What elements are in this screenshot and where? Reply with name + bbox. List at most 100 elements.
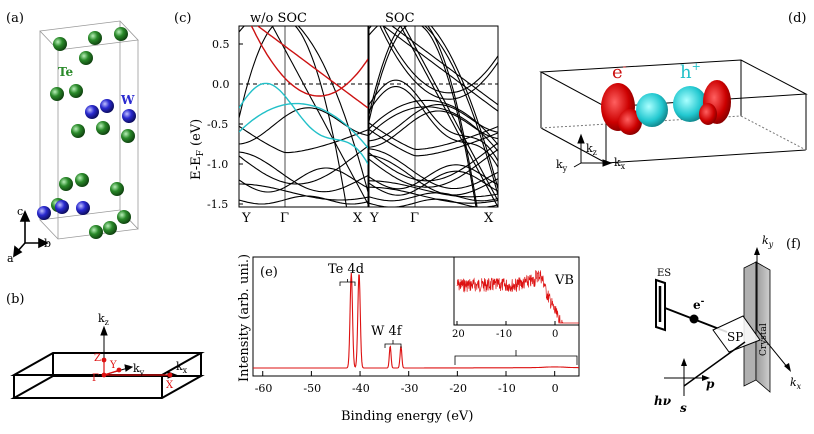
band-soc-b-3 (369, 154, 498, 196)
band-soc-a-5 (369, 180, 498, 198)
w-atom-8 (122, 109, 136, 123)
band-wo-soc-2 (239, 145, 368, 185)
ytick-neg1.0: -1.0 (207, 158, 228, 171)
exciton-box (539, 59, 808, 164)
band-wo-soc-3 (239, 151, 368, 193)
xtick-label-1: -50 (303, 382, 321, 395)
vb-bracket (454, 350, 578, 365)
te-atom-2 (114, 27, 128, 41)
kz-label: kz (98, 312, 109, 327)
band-wo-soc-5 (239, 183, 368, 201)
y-label: Y (109, 360, 117, 371)
band-soc-a-9 (403, 26, 498, 202)
xtick-left-gamma: Γ (280, 211, 289, 226)
te-atom-9 (71, 124, 85, 138)
f-ky-label: ky (762, 234, 774, 249)
d-kx-label: kx (614, 156, 626, 171)
w-atom-18 (76, 201, 90, 215)
w4f-bracket (384, 340, 402, 348)
panel-f-label: (f) (786, 237, 801, 252)
f-electron-label: e- (693, 297, 705, 312)
xtick-left-X: X (353, 211, 363, 226)
s-label: s (680, 401, 687, 415)
w-atom-16 (37, 206, 51, 220)
te-atom-1 (88, 31, 102, 45)
x-label: X (166, 380, 174, 391)
te-atom-14 (110, 182, 124, 196)
panel-b-label: (b) (6, 292, 24, 307)
z-label: Z (94, 353, 101, 364)
valence-band-left-1 (239, 102, 368, 149)
te-atom-4 (50, 87, 64, 101)
band-ylabel: E-EF (eV) (189, 119, 206, 180)
ky-label: ky (133, 362, 145, 377)
xtick-label-2: -40 (352, 382, 370, 395)
d-ky-label: ky (556, 158, 568, 173)
axis-c-label: c (17, 205, 23, 218)
vb-inset-ticks (456, 321, 556, 325)
band-soc-b-7 (369, 26, 477, 207)
band-soc-b-11 (369, 86, 498, 168)
hv-label: hν (654, 394, 672, 408)
band-soc-a-0 (369, 122, 498, 150)
title-soc: SOC (385, 11, 415, 26)
te-atom-21 (103, 221, 117, 235)
w-label: W (120, 93, 135, 107)
band-soc-b-9 (400, 26, 498, 207)
band-frame-right (368, 25, 499, 208)
band-soc-a-8 (369, 26, 498, 189)
te-atom-5 (69, 84, 83, 98)
electron-label: e- (612, 60, 627, 83)
te4d-label: Te 4d (328, 262, 364, 277)
vb-label: VB (554, 273, 574, 288)
te-atom-12 (59, 177, 73, 191)
es-label: ES (657, 268, 671, 279)
xtick-right-gamma: Γ (410, 211, 419, 226)
band-wo-soc-8 (239, 26, 368, 193)
panel-e-label: (e) (260, 265, 278, 280)
hole-label: h+ (680, 60, 701, 83)
spectrum-xticks (262, 371, 556, 376)
x-point (167, 372, 173, 378)
xtick-right-Y: Y (369, 211, 379, 226)
inset-tick-0: 0 (552, 329, 558, 340)
f-kx-axis (756, 329, 789, 369)
spectrum-xtick-labels: -60 -50 -40 -30 -20 -10 0 (255, 382, 559, 395)
d-kz-label: kz (586, 142, 597, 157)
band-soc-a-4 (369, 164, 498, 190)
title-wo-soc: w/o SOC (250, 11, 307, 26)
vb-inset-line (456, 270, 579, 324)
band-soc-a-10 (369, 99, 498, 146)
xtick-label-0: -60 (255, 382, 273, 395)
axis-a-label: a (7, 252, 14, 265)
electron-density-left (601, 83, 642, 135)
conduction-band-left (250, 26, 368, 97)
te4d-bracket (339, 279, 356, 286)
panel-d-label: (d) (788, 11, 806, 26)
te-atom-10 (96, 121, 110, 135)
lattice-axes (13, 210, 49, 258)
band-soc-a-2 (369, 142, 498, 182)
photon-beam (683, 341, 746, 387)
sp-label: SP (727, 330, 743, 344)
band-wo-soc-0 (239, 125, 368, 154)
band-soc-b-13 (382, 26, 498, 112)
xtick-label-4: -20 (449, 382, 467, 395)
xtick-label-3: -30 (401, 382, 419, 395)
te-atom-13 (75, 173, 89, 187)
y-point (116, 367, 122, 373)
spectrum-xlabel: Binding energy (eV) (341, 409, 473, 424)
band-wo-soc-7 (239, 26, 348, 207)
band-soc-a-3 (369, 148, 498, 190)
electron-dot (689, 314, 699, 324)
w-atom-6 (85, 105, 99, 119)
spectrum-line (253, 272, 579, 369)
band-soc-b-4 (369, 170, 498, 196)
ytick-neg1.5: -1.5 (207, 198, 228, 211)
bands-soc (369, 26, 498, 207)
band-soc-a-12 (382, 26, 498, 94)
band-wo-soc-9 (271, 26, 368, 205)
xtick-right-X: X (484, 211, 494, 226)
ytick-neg0.5: -0.5 (207, 118, 228, 131)
